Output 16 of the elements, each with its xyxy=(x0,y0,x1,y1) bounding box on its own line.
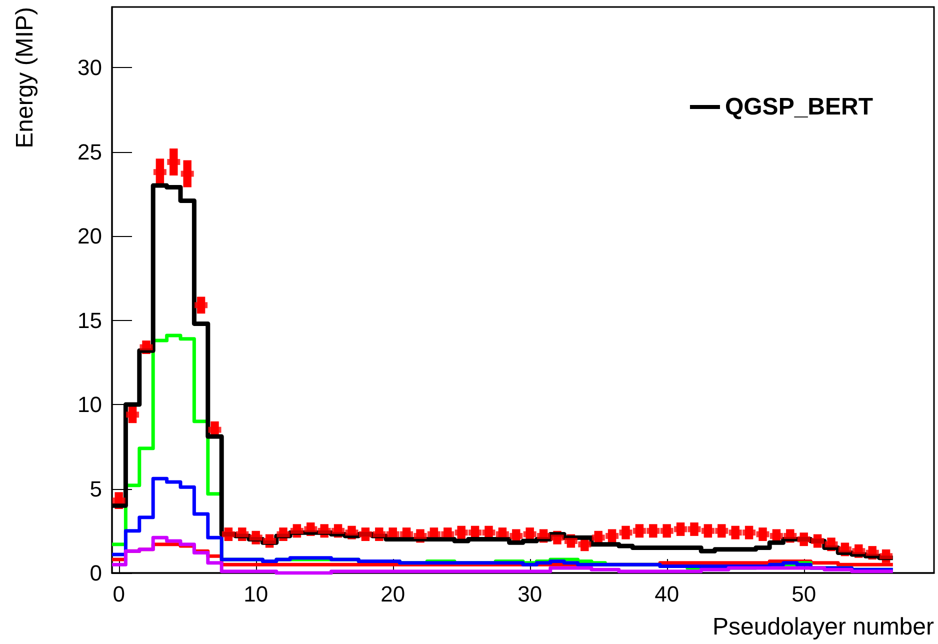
x-tick-label: 20 xyxy=(380,582,406,606)
x-tick-label: 10 xyxy=(244,582,268,606)
legend-label: QGSP_BERT xyxy=(724,94,874,120)
y-tick-label: 15 xyxy=(78,308,102,333)
y-tick-label: 0 xyxy=(90,560,102,586)
y-tick-label: 5 xyxy=(90,476,102,502)
y-axis-title: Energy (MIP) xyxy=(12,7,38,148)
x-tick-label: 0 xyxy=(112,582,125,606)
y-tick-label: 25 xyxy=(78,139,102,164)
y-tick-label: 10 xyxy=(78,392,102,418)
x-axis-title: Pseudolayer number xyxy=(712,614,934,640)
y-tick-label: 20 xyxy=(78,224,102,249)
x-tick-label: 50 xyxy=(792,582,816,606)
x-tick-label: 40 xyxy=(654,582,680,606)
x-tick-label: 30 xyxy=(518,582,542,606)
y-tick-label: 30 xyxy=(78,55,102,80)
